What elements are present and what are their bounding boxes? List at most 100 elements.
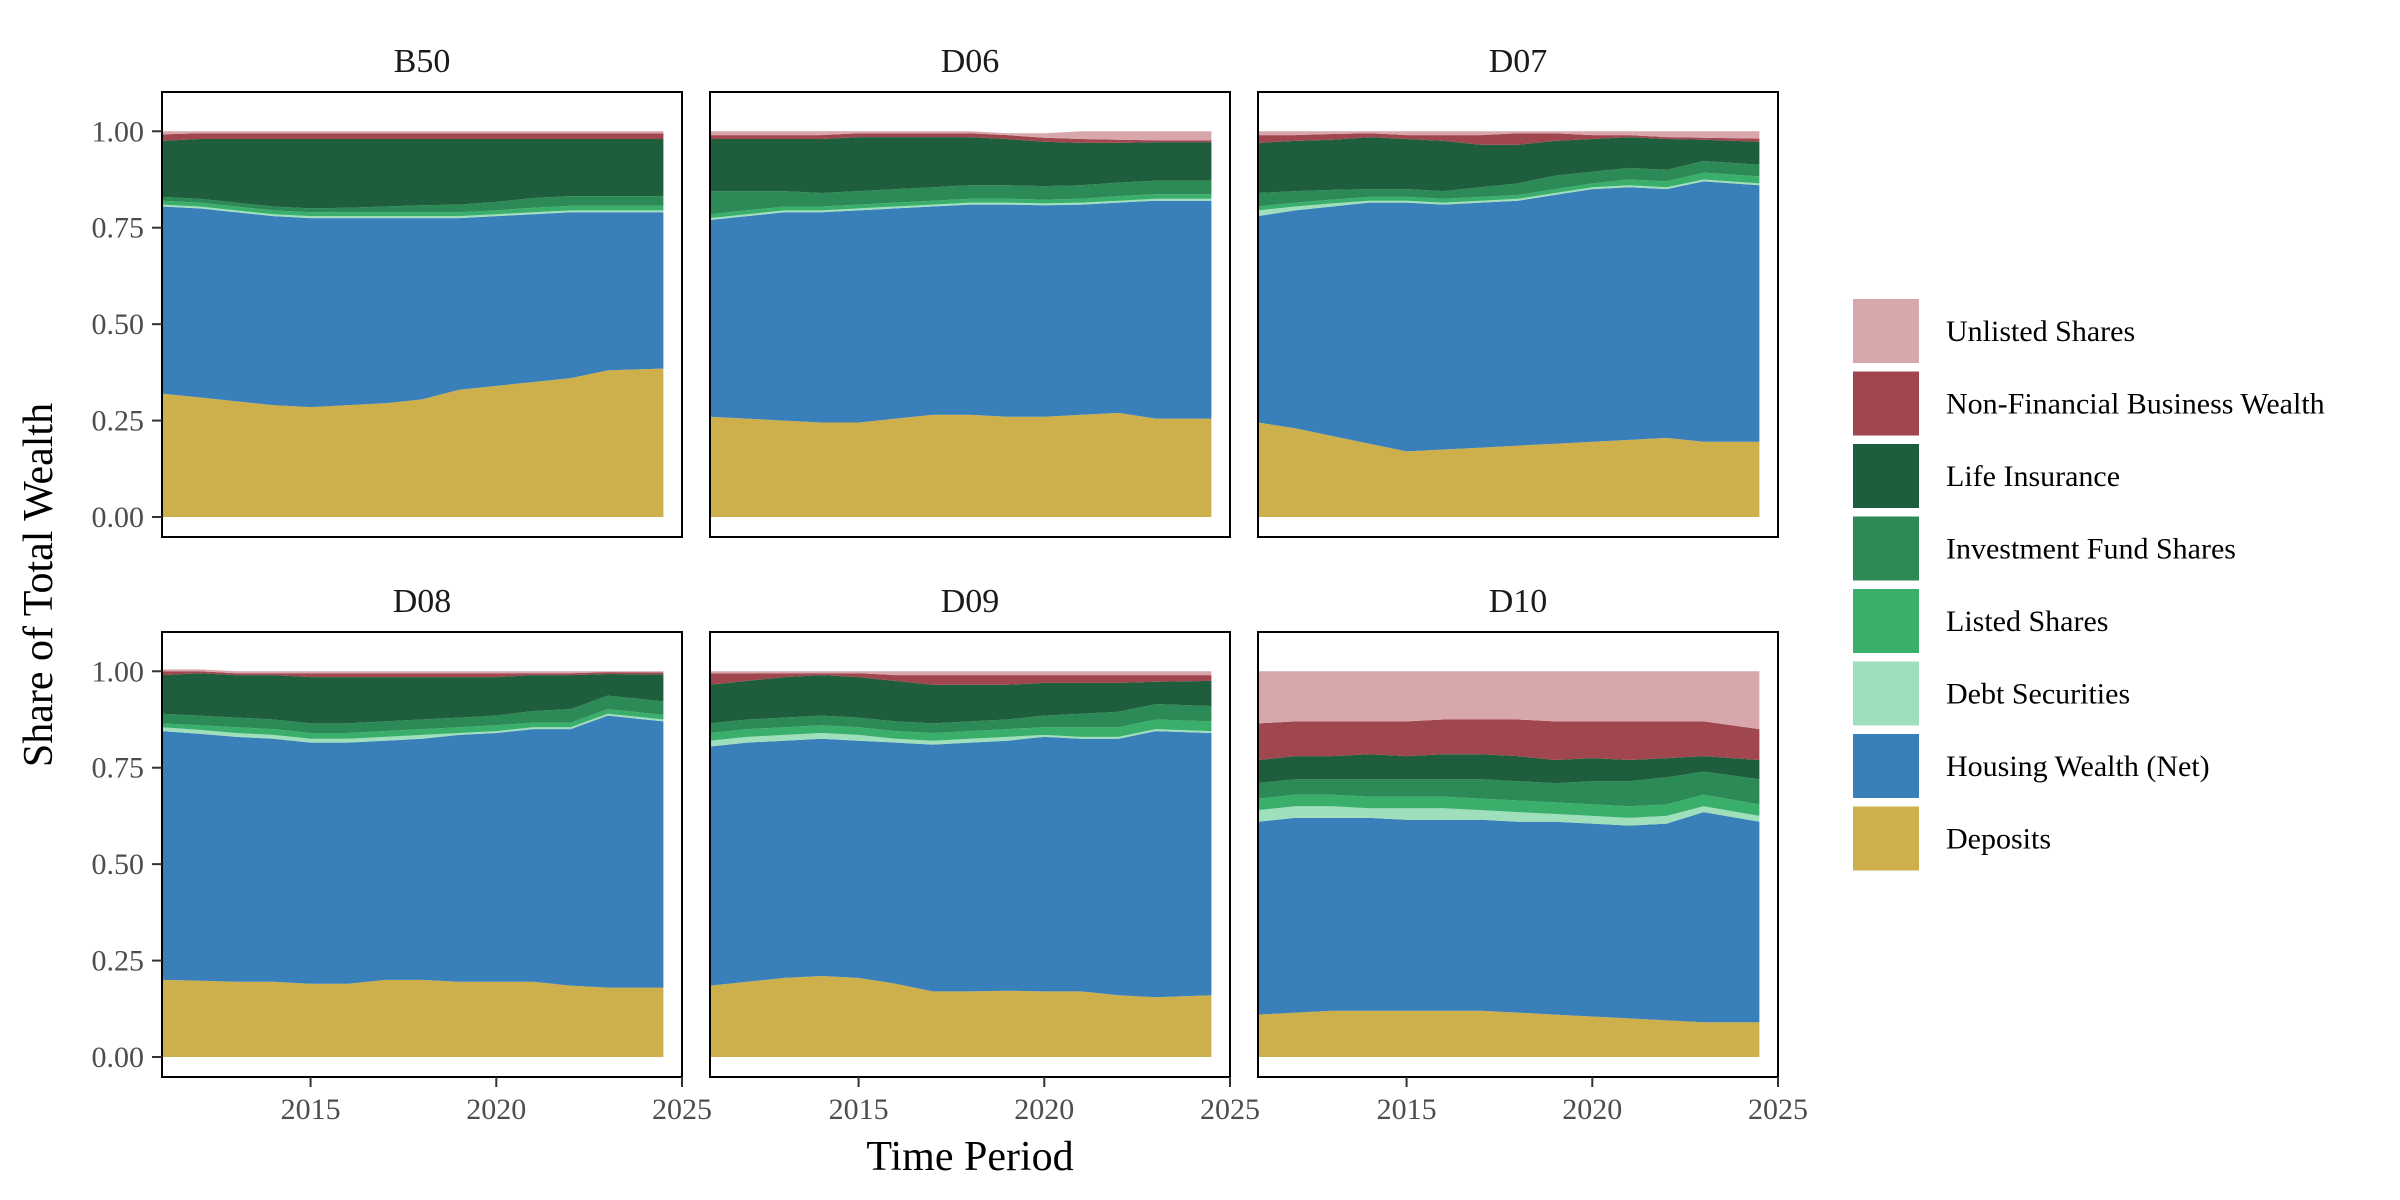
area-listed-shares bbox=[162, 709, 664, 739]
legend-key bbox=[1851, 732, 1921, 800]
x-axis: 2015 2020 2025 bbox=[829, 1077, 1260, 1126]
area-layers bbox=[710, 671, 1212, 1057]
legend-key bbox=[1851, 369, 1921, 438]
legend-item-listed-shares: Listed Shares bbox=[1851, 587, 2108, 655]
y-tick-label: 1.00 bbox=[92, 655, 145, 688]
area-non-financial-business-wealth bbox=[710, 673, 1212, 685]
panel-d10: D10 bbox=[1257, 583, 1779, 1078]
panel-title: D09 bbox=[941, 583, 1000, 620]
area-deposits bbox=[1258, 422, 1760, 517]
area-non-financial-business-wealth bbox=[1258, 719, 1760, 760]
y-tick-label: 0.25 bbox=[92, 945, 145, 978]
area-layers bbox=[1258, 131, 1760, 517]
area-listed-shares bbox=[1258, 794, 1760, 818]
area-listed-shares bbox=[710, 194, 1212, 219]
area-investment-fund-shares bbox=[1258, 161, 1760, 207]
panel-d08: D08 bbox=[161, 583, 683, 1078]
panel-border bbox=[161, 631, 683, 1078]
legend-label: Debt Securities bbox=[1946, 678, 2130, 711]
area-unlisted-shares bbox=[710, 131, 1212, 141]
legend-label: Life Insurance bbox=[1946, 460, 2120, 493]
area-layers bbox=[1258, 671, 1760, 1057]
panel-d06: D06 bbox=[709, 43, 1231, 538]
area-unlisted-shares bbox=[162, 131, 664, 135]
legend-item-life-insurance: Life Insurance bbox=[1851, 442, 2120, 510]
area-non-financial-business-wealth bbox=[710, 133, 1212, 143]
area-unlisted-shares bbox=[1258, 131, 1760, 139]
area-deposits bbox=[1258, 1010, 1760, 1057]
legend-key bbox=[1851, 514, 1921, 583]
panel-b50: B50 bbox=[161, 43, 683, 538]
area-non-financial-business-wealth bbox=[1258, 133, 1760, 145]
area-housing-wealth-net bbox=[710, 200, 1212, 423]
x-tick-label: 2020 bbox=[1562, 1093, 1622, 1126]
legend-label: Listed Shares bbox=[1946, 605, 2108, 638]
area-life-insurance bbox=[1258, 754, 1760, 784]
area-housing-wealth-net bbox=[1258, 181, 1760, 452]
area-non-financial-business-wealth bbox=[162, 671, 664, 678]
x-axis: 2015 2020 2025 bbox=[1377, 1077, 1808, 1126]
x-tick-label: 2020 bbox=[1014, 1093, 1074, 1126]
legend-item-unlisted-shares: Unlisted Shares bbox=[1851, 297, 2135, 365]
area-housing-wealth-net bbox=[710, 731, 1212, 998]
area-debt-securities bbox=[710, 729, 1212, 747]
y-axis: 0.00 0.25 0.50 0.75 1.00 bbox=[92, 115, 162, 534]
area-life-insurance bbox=[162, 139, 664, 209]
area-housing-wealth-net bbox=[162, 206, 664, 408]
area-deposits bbox=[710, 976, 1212, 1057]
area-housing-wealth-net bbox=[162, 715, 664, 988]
panel-border bbox=[161, 91, 683, 538]
area-investment-fund-shares bbox=[162, 196, 664, 213]
y-tick-label: 0.50 bbox=[92, 848, 145, 881]
legend-label: Unlisted Shares bbox=[1946, 315, 2135, 348]
area-investment-fund-shares bbox=[1258, 771, 1760, 807]
x-tick-label: 2025 bbox=[1200, 1093, 1260, 1126]
area-life-insurance bbox=[710, 137, 1212, 193]
area-life-insurance bbox=[710, 675, 1212, 724]
y-axis-title: Share of Total Wealth bbox=[16, 403, 62, 767]
area-unlisted-shares bbox=[710, 671, 1212, 676]
area-non-financial-business-wealth bbox=[162, 133, 664, 141]
y-tick-label: 0.75 bbox=[92, 752, 145, 785]
x-tick-label: 2020 bbox=[466, 1093, 526, 1126]
area-unlisted-shares bbox=[162, 669, 664, 674]
panel-title: D06 bbox=[941, 43, 1000, 80]
panel-title: D10 bbox=[1489, 583, 1548, 620]
area-debt-securities bbox=[162, 204, 664, 219]
legend-key bbox=[1851, 587, 1921, 655]
area-investment-fund-shares bbox=[162, 695, 664, 733]
x-tick-label: 2015 bbox=[829, 1093, 889, 1126]
legend-key bbox=[1851, 659, 1921, 728]
panel-title: D08 bbox=[393, 583, 452, 620]
area-layers bbox=[162, 131, 664, 517]
area-deposits bbox=[162, 368, 664, 517]
x-axes: 2015 2020 2025 2015 2020 2025 2015 2020 2025 bbox=[281, 1077, 1808, 1126]
legend-key bbox=[1851, 442, 1921, 510]
x-tick-label: 2025 bbox=[652, 1093, 712, 1126]
legend-item-deposits: Deposits bbox=[1851, 804, 2051, 873]
legend: Unlisted Shares Non-Financial Business We… bbox=[1851, 297, 2325, 873]
x-tick-label: 2015 bbox=[281, 1093, 341, 1126]
x-axis: 2015 2020 2025 bbox=[281, 1077, 712, 1126]
area-layers bbox=[162, 669, 664, 1057]
y-axes: 0.00 0.25 0.50 0.75 1.00 0.00 0.25 0.50 0.75 1.00 bbox=[92, 115, 162, 1074]
y-tick-label: 0.25 bbox=[92, 405, 145, 438]
area-life-insurance bbox=[1258, 137, 1760, 193]
panel-border bbox=[709, 631, 1231, 1078]
area-deposits bbox=[710, 412, 1212, 517]
y-tick-label: 0.00 bbox=[92, 1041, 145, 1074]
area-listed-shares bbox=[710, 719, 1212, 741]
area-layers bbox=[710, 131, 1212, 517]
y-axis: 0.00 0.25 0.50 0.75 1.00 bbox=[92, 655, 162, 1074]
panel-border bbox=[1257, 631, 1779, 1078]
area-deposits bbox=[162, 979, 664, 1057]
facet-panels: B50 D06 D07 D08 D09 D10 bbox=[161, 43, 1779, 1078]
legend-label: Investment Fund Shares bbox=[1946, 533, 2236, 566]
y-tick-label: 0.75 bbox=[92, 212, 145, 245]
legend-key bbox=[1851, 804, 1921, 873]
x-axis-title: Time Period bbox=[866, 1134, 1073, 1180]
legend-label: Deposits bbox=[1946, 823, 2051, 856]
area-debt-securities bbox=[710, 198, 1212, 220]
panel-d09: D09 bbox=[709, 583, 1231, 1078]
